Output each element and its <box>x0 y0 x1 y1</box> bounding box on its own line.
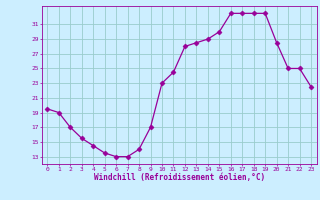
X-axis label: Windchill (Refroidissement éolien,°C): Windchill (Refroidissement éolien,°C) <box>94 173 265 182</box>
